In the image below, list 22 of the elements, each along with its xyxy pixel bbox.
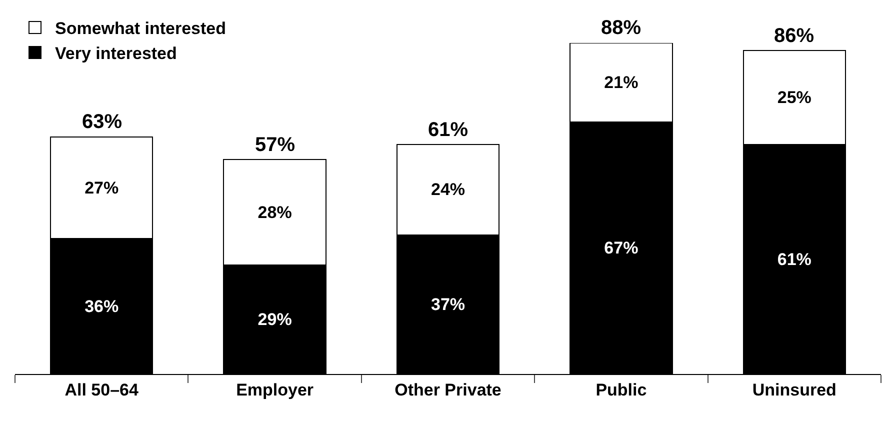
- x-tick-label: Uninsured: [752, 380, 836, 400]
- data-label: 67%: [604, 238, 638, 258]
- legend-label: Very interested: [55, 44, 177, 64]
- data-label: 27%: [84, 178, 119, 198]
- data-label: 37%: [430, 294, 466, 314]
- data-label: 28%: [258, 202, 292, 222]
- x-tick-label: Public: [596, 380, 647, 400]
- data-label: 61%: [777, 250, 812, 269]
- total-label: 63%: [82, 111, 122, 133]
- total-label: 88%: [601, 17, 642, 39]
- data-label: 24%: [430, 180, 466, 200]
- total-label: 57%: [255, 134, 296, 156]
- data-label: 29%: [258, 310, 292, 329]
- x-tick-label: Other Private: [394, 380, 502, 400]
- data-label: 36%: [84, 296, 119, 316]
- legend-label: Somewhat interested: [55, 19, 226, 38]
- total-label: 61%: [428, 119, 468, 141]
- x-tick-label: All 50–64: [64, 380, 139, 400]
- data-label: 25%: [777, 88, 812, 108]
- data-label: 21%: [604, 72, 638, 92]
- x-tick-label: Employer: [236, 380, 314, 400]
- total-label: 86%: [774, 25, 814, 47]
